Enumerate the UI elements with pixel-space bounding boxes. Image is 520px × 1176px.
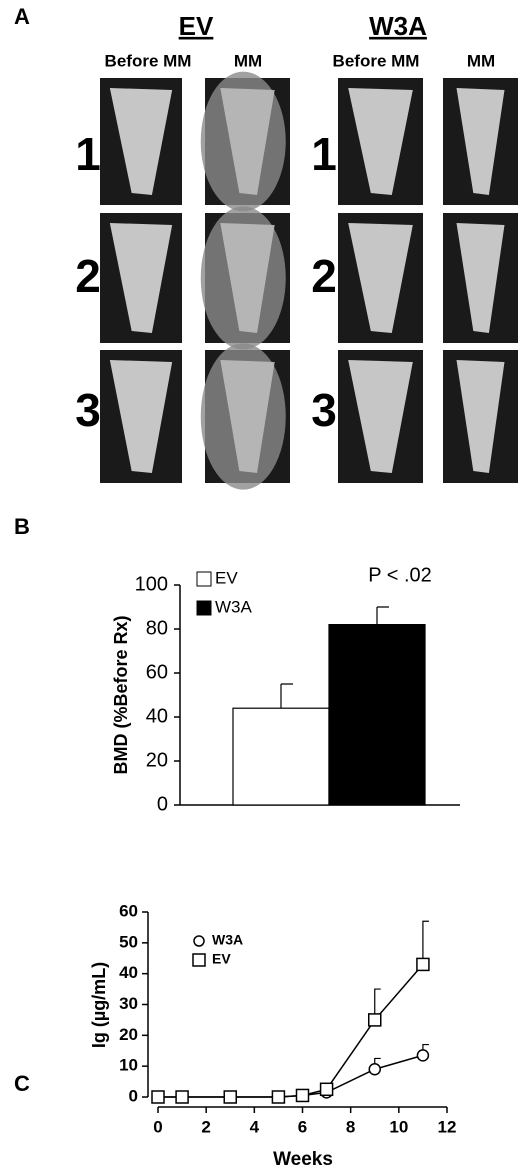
y-tick-label: 100 xyxy=(135,573,168,595)
x-axis-label: Weeks xyxy=(273,1149,333,1170)
legend-label: EV xyxy=(215,568,238,587)
bone xyxy=(456,223,505,333)
x-tick-label: 12 xyxy=(438,1117,457,1136)
series-line xyxy=(158,1054,424,1098)
x-tick-label: 4 xyxy=(250,1117,260,1136)
marker xyxy=(416,957,430,972)
bone xyxy=(109,360,173,473)
y-tick-label: 40 xyxy=(119,963,138,982)
bone xyxy=(348,360,413,473)
column-label: Before MM xyxy=(333,51,420,70)
error-bar xyxy=(280,683,293,709)
bone xyxy=(220,223,275,333)
y-tick-label: 50 xyxy=(119,932,138,951)
marker xyxy=(175,1090,189,1104)
y-tick-label: 0 xyxy=(129,1086,138,1105)
y-tick-label: 0 xyxy=(157,793,168,815)
row-label: 2 xyxy=(75,250,101,302)
column-label: MM xyxy=(467,51,495,70)
error-bar xyxy=(376,606,389,625)
y-tick-label: 30 xyxy=(119,994,138,1013)
y-tick-label: 60 xyxy=(146,661,168,683)
row-label: 2 xyxy=(311,250,337,302)
panel-label: A xyxy=(14,4,30,29)
y-tick-label: 80 xyxy=(146,617,168,639)
marker xyxy=(368,1063,381,1076)
bone xyxy=(348,223,413,333)
legend-label: EV xyxy=(212,951,231,967)
marker xyxy=(271,1090,286,1104)
y-axis-label: Ig (µg/mL) xyxy=(89,962,109,1048)
marker xyxy=(151,1090,165,1104)
marker xyxy=(295,1088,310,1103)
legend-swatch xyxy=(196,600,212,616)
bone xyxy=(348,88,413,195)
bone xyxy=(456,88,505,195)
y-axis-label: BMD (%Before Rx) xyxy=(111,615,131,774)
x-tick-label: 6 xyxy=(298,1117,307,1136)
bone xyxy=(109,88,173,195)
marker xyxy=(223,1090,237,1104)
x-tick-label: 0 xyxy=(153,1117,162,1136)
x-tick-label: 2 xyxy=(201,1117,210,1136)
panel-label: B xyxy=(14,514,30,539)
annotation: P < .02 xyxy=(368,564,432,586)
row-label: 1 xyxy=(75,128,101,180)
y-tick-label: 40 xyxy=(146,705,168,727)
y-tick-label: 20 xyxy=(119,1025,138,1044)
bone xyxy=(456,360,505,473)
column-label: MM xyxy=(234,51,262,70)
group-label: W3A xyxy=(369,11,427,41)
group-label: EV xyxy=(179,11,214,41)
marker xyxy=(368,1013,382,1027)
x-tick-label: 8 xyxy=(346,1117,355,1136)
row-label: 1 xyxy=(311,128,337,180)
row-label: 3 xyxy=(75,384,101,436)
marker xyxy=(416,1049,430,1062)
legend-marker xyxy=(192,953,206,967)
row-label: 3 xyxy=(311,384,337,436)
series-line xyxy=(158,963,424,1098)
bone xyxy=(220,360,275,473)
error-bar xyxy=(374,988,381,1020)
y-tick-label: 20 xyxy=(146,749,168,771)
bone xyxy=(109,223,173,333)
legend-marker xyxy=(193,935,205,947)
panel-label: C xyxy=(14,1071,30,1096)
column-label: Before MM xyxy=(105,51,192,70)
y-tick-label: 10 xyxy=(119,1056,138,1075)
legend-label: W3A xyxy=(212,932,243,948)
marker xyxy=(319,1082,334,1097)
bar xyxy=(232,707,330,806)
y-tick-label: 60 xyxy=(119,901,138,920)
error-bar xyxy=(422,920,429,965)
bar xyxy=(328,623,426,806)
legend-swatch xyxy=(196,571,212,587)
legend-label: W3A xyxy=(215,597,253,616)
x-tick-label: 10 xyxy=(389,1117,408,1136)
bone xyxy=(220,88,275,195)
